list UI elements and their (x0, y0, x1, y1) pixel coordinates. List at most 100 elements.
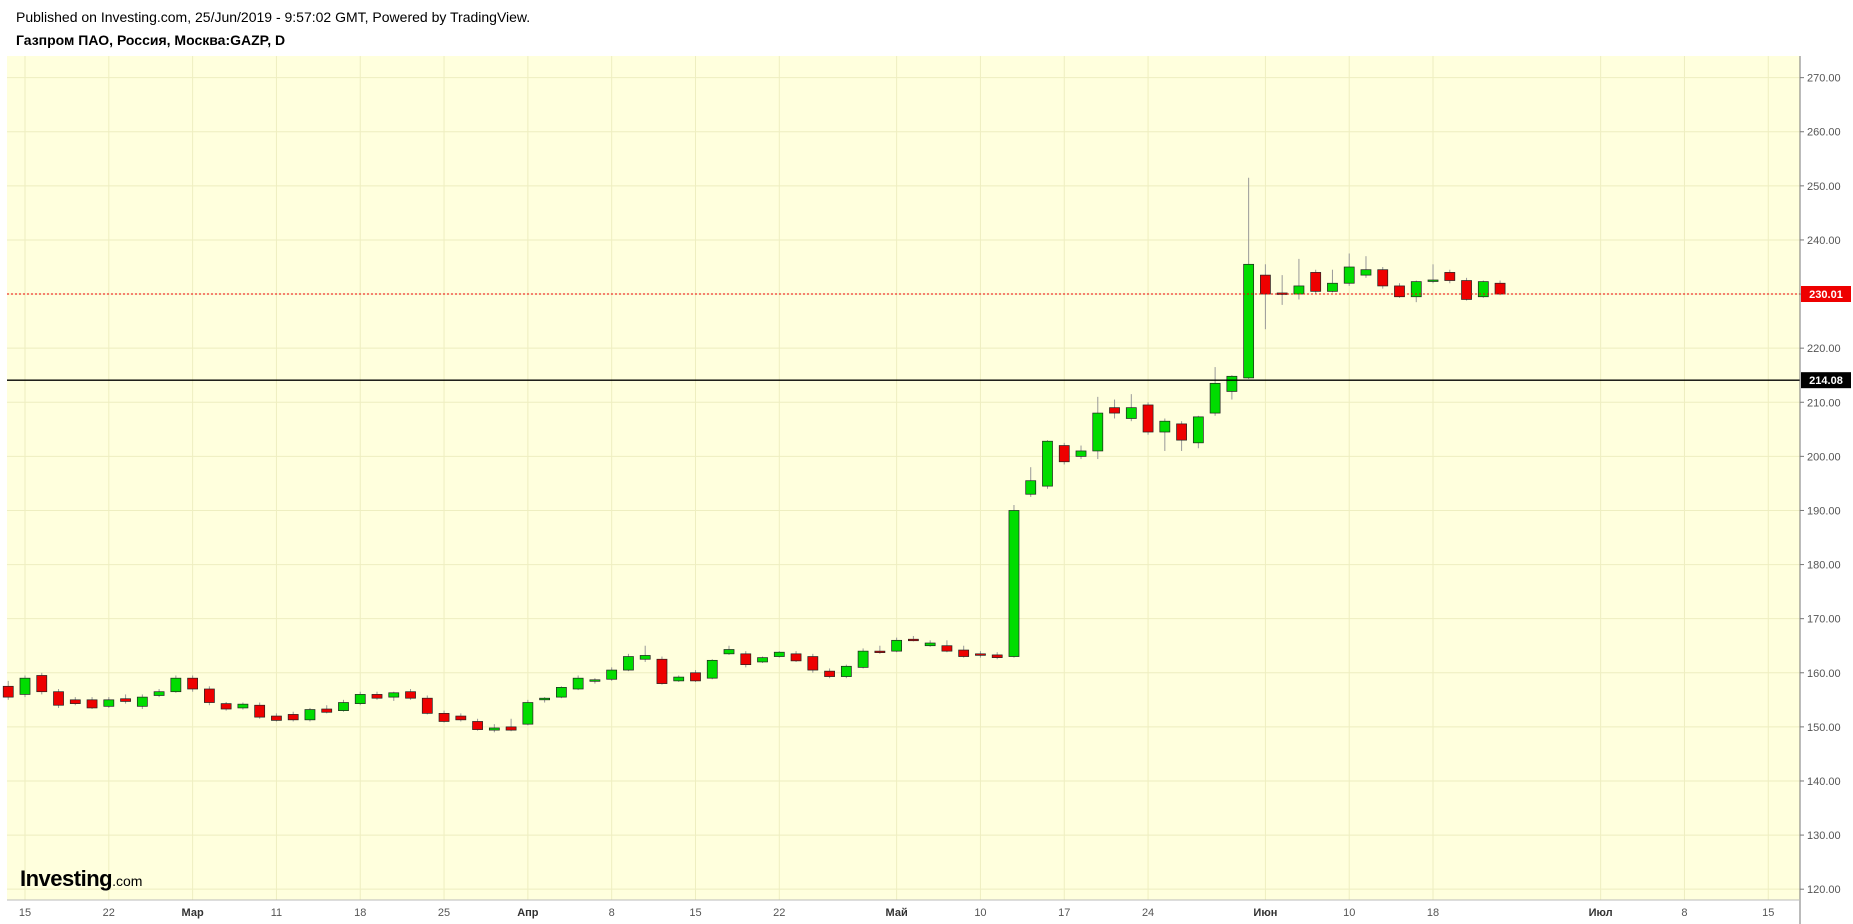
candle-up (1025, 467, 1037, 497)
x-tick-label: Май (886, 907, 908, 919)
candle-up (1008, 505, 1020, 658)
candle-body (220, 703, 232, 710)
candle-up (237, 702, 249, 710)
y-tick-label: 130.00 (1807, 830, 1841, 842)
x-tick-label: 25 (438, 907, 450, 919)
candle-body (472, 721, 483, 730)
candle-down (807, 653, 819, 673)
candle-body (1276, 292, 1288, 295)
y-tick-label: 120.00 (1807, 884, 1841, 896)
candle-body (1025, 480, 1037, 495)
candle-body (405, 691, 416, 699)
candle-body (941, 645, 953, 652)
candle-body (1142, 404, 1154, 433)
candle-down (1058, 442, 1070, 465)
y-tick-label: 260.00 (1807, 127, 1841, 139)
candle-up (639, 645, 651, 662)
candle-up (354, 691, 366, 706)
x-tick-label: 18 (354, 907, 366, 919)
candle-up (1159, 418, 1171, 451)
candle-up (773, 651, 785, 658)
y-tick-label: 190.00 (1807, 505, 1841, 517)
candle-body (522, 702, 534, 725)
candle-body (153, 691, 165, 696)
candle-down (69, 697, 81, 706)
candle-up (606, 667, 618, 681)
x-tick-label: 10 (974, 907, 986, 919)
candle-body (1226, 375, 1238, 392)
candle-up (1092, 396, 1104, 460)
candle-body (371, 694, 383, 699)
y-tick-label: 140.00 (1807, 776, 1841, 788)
candle-up (1192, 415, 1204, 449)
price-labels: 230.01 214.08 (1801, 285, 1851, 389)
candle-down (1394, 283, 1405, 298)
candle-body (304, 709, 316, 721)
candle-down (472, 718, 483, 731)
y-tick-label: 220.00 (1807, 343, 1841, 355)
candle-up (19, 675, 31, 698)
candle-down (690, 670, 701, 682)
candle-body (723, 649, 735, 655)
candle-up (1327, 269, 1338, 293)
candle-body (1377, 269, 1389, 287)
candle-body (19, 677, 31, 695)
candle-body (1260, 274, 1271, 295)
candles-group (2, 177, 1506, 733)
candle-up (1477, 280, 1489, 298)
candle-up (170, 675, 182, 693)
candle-up (723, 645, 735, 655)
candle-body (1159, 420, 1171, 433)
candle-body (36, 675, 48, 693)
candle-body (773, 651, 785, 657)
candle-down (908, 635, 919, 642)
candle-up (891, 637, 903, 653)
candle-body (975, 653, 986, 656)
candle-down (790, 651, 802, 662)
candle-up (1075, 445, 1087, 460)
candle-body (623, 656, 634, 671)
candle-body (991, 654, 1003, 658)
candle-body (69, 699, 81, 704)
logo-text: Investing (20, 866, 113, 891)
x-tick-label: 22 (103, 907, 115, 919)
candle-body (287, 714, 299, 721)
candle-down (321, 705, 333, 714)
candle-up (488, 724, 500, 733)
candle-body (455, 715, 467, 721)
candle-up (1360, 256, 1372, 278)
x-tick-label: 15 (19, 907, 31, 919)
candle-down (656, 656, 668, 685)
candle-down (438, 710, 450, 723)
candle-up (1427, 264, 1439, 284)
last-price-badge (1801, 285, 1851, 302)
y-tick-label: 150.00 (1807, 722, 1841, 734)
candle-up (153, 689, 165, 698)
plot-area[interactable] (7, 56, 1800, 900)
candle-up (1293, 258, 1305, 300)
candle-down (53, 689, 64, 708)
candle-body (656, 658, 668, 684)
candle-body (488, 727, 500, 731)
candle-body (187, 677, 199, 690)
y-tick-label: 270.00 (1807, 73, 1841, 85)
candle-body (1427, 279, 1439, 282)
candle-body (237, 703, 249, 709)
last-price-label: 230.01 (1809, 289, 1843, 301)
candle-body (1394, 285, 1405, 298)
x-tick-label: 17 (1058, 907, 1070, 919)
candle-body (1410, 281, 1422, 298)
candle-down (874, 645, 886, 654)
candle-down (824, 668, 835, 679)
candle-body (388, 692, 400, 698)
candle-body (136, 696, 148, 707)
candle-up (623, 653, 634, 672)
candle-body (706, 659, 718, 679)
candle-body (1461, 280, 1472, 300)
candle-body (1058, 445, 1070, 463)
x-tick-label: 15 (1762, 907, 1774, 919)
candle-body (421, 697, 433, 714)
logo-suffix: .com (112, 873, 143, 889)
candle-body (1310, 272, 1322, 292)
